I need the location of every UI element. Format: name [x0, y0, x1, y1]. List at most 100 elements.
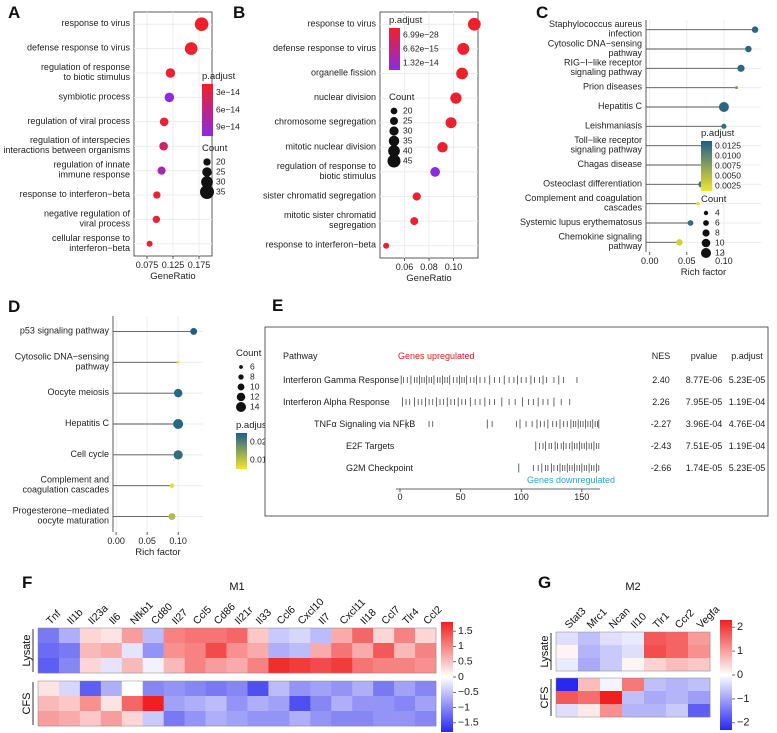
x-tick-label: 0.10	[715, 256, 733, 266]
heatmap-cell	[352, 711, 374, 727]
pvalue-value: 1.74E-05	[686, 463, 723, 473]
data-point	[737, 64, 745, 72]
x-tick-label: 0.075	[136, 260, 159, 270]
data-point	[159, 141, 168, 151]
heatmap-cell	[394, 681, 416, 697]
heatmap-cell	[578, 678, 601, 692]
heatmap-cell	[644, 704, 667, 718]
x-tick-label: 0.175	[188, 260, 211, 270]
heatmap-cell	[184, 628, 206, 644]
data-point	[383, 242, 390, 249]
size-legend-dot	[201, 176, 213, 188]
heatmap-cell	[38, 696, 60, 712]
data-point	[676, 239, 683, 246]
data-point	[718, 102, 729, 112]
data-point	[165, 68, 176, 78]
color-bar-label: 1.32e−14	[403, 57, 439, 67]
heatmap-cell	[556, 704, 579, 718]
heatmap-cell	[415, 628, 437, 644]
heatmap-cell	[394, 696, 416, 712]
heatmap-cell	[688, 645, 711, 659]
heatmap-cell	[666, 704, 689, 718]
size-legend-label: 12	[715, 247, 725, 257]
heatmap-cell	[142, 681, 164, 697]
heatmap-cell	[121, 711, 144, 727]
size-legend-dot	[702, 229, 710, 237]
y-tick-label: nuclear division	[314, 92, 376, 102]
heatmap-cell	[352, 643, 374, 659]
column-label: Tlr1	[651, 610, 672, 631]
heatmap-cell	[247, 643, 269, 659]
y-tick-label: Complement and coagulation cascades	[525, 193, 643, 213]
heatmap-cell	[644, 658, 667, 672]
heatmap-cell	[38, 643, 60, 659]
color-bar	[701, 141, 712, 191]
size-legend-label: 40	[403, 145, 413, 155]
data-point	[721, 123, 727, 129]
heatmap-cell	[205, 711, 227, 727]
heatmap-cell	[79, 681, 102, 697]
heatmap-cell	[38, 711, 60, 727]
nes-value: 2.26	[652, 397, 670, 407]
size-legend-dot	[703, 220, 709, 226]
x-tick-label: 0.00	[107, 536, 125, 546]
nes-value: -2.66	[651, 463, 672, 473]
heatmap-cell	[600, 691, 623, 705]
y-tick-label: Prion diseases	[583, 82, 643, 92]
heatmap-cell	[352, 658, 374, 674]
padjust-value: 5.23E-05	[729, 375, 766, 385]
heatmap-cell	[247, 658, 269, 674]
data-point	[735, 86, 739, 90]
y-tick-label: Hepatitis C	[598, 101, 643, 111]
color-bar-label: 0.0075	[715, 160, 741, 170]
heatmap-block-frame	[37, 680, 437, 727]
y-tick-label: Chemokine signaling pathway	[558, 232, 642, 252]
y-tick-label: regulation of innate immune response	[53, 160, 130, 180]
color-bar	[236, 433, 247, 469]
color-bar	[202, 84, 213, 136]
heatmap-cell	[415, 711, 437, 727]
heatmap-cell	[578, 691, 601, 705]
heatmap-cell	[394, 628, 416, 644]
heatmap-cell	[268, 658, 290, 674]
data-point	[194, 17, 209, 31]
heatmap-cell	[622, 691, 645, 705]
size-legend-label: 6	[250, 361, 255, 371]
col-header-pvalue: pvalue	[691, 351, 718, 361]
colorbar-label: 1	[458, 640, 464, 652]
y-tick-label: defense response to virus	[27, 43, 131, 53]
data-point	[456, 67, 468, 80]
col-header-nes: NES	[652, 351, 671, 361]
column-label: Il1b	[65, 607, 86, 628]
size-legend-dot	[701, 238, 711, 248]
heatmap-cell	[600, 678, 623, 692]
heatmap-cell	[644, 678, 667, 692]
x-tick-label: 0.08	[420, 262, 438, 272]
heatmap-cell	[184, 681, 206, 697]
heatmap-cell	[184, 643, 206, 659]
heatmap-cell	[205, 658, 227, 674]
size-legend-dot	[237, 383, 245, 391]
heatmap-cell	[184, 658, 206, 674]
heatmap-cell	[622, 645, 645, 659]
color-bar-label: 0.0050	[715, 170, 741, 180]
heatmap-cell	[184, 711, 206, 727]
heatmap-cell	[226, 696, 248, 712]
heatmap-title: M1	[229, 581, 244, 593]
colorbar	[720, 620, 732, 730]
heatmap-cell	[310, 658, 332, 674]
column-label: Il21r	[233, 604, 256, 627]
heatmap-cell	[100, 711, 123, 727]
heatmap-cell	[415, 658, 437, 674]
heatmap-cell	[121, 643, 144, 659]
heatmap-cell	[142, 658, 164, 674]
y-tick-label: Hepatitis C	[65, 418, 110, 428]
heatmap-cell	[268, 628, 290, 644]
color-bar-label: 6.99e−28	[403, 29, 439, 39]
size-legend-title: Count	[389, 92, 415, 103]
color-bar-label: 6e−14	[216, 104, 240, 114]
heatmap-cell	[352, 681, 374, 697]
